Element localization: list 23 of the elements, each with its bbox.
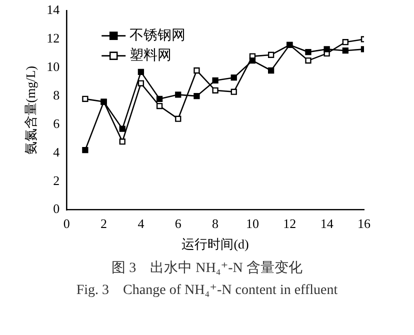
y-tick-label: 4 bbox=[53, 144, 60, 160]
x-tick-label: 0 bbox=[63, 216, 70, 232]
legend-label: 塑料网 bbox=[130, 47, 172, 64]
x-tick-label: 2 bbox=[100, 216, 108, 232]
y-tick-label: 14 bbox=[46, 2, 60, 18]
y-tick-label: 6 bbox=[53, 116, 60, 131]
x-tick-label: 14 bbox=[320, 216, 334, 232]
y-axis-title: 氨氮含量(mg/L) bbox=[23, 66, 38, 155]
x-tick-label: 8 bbox=[212, 216, 219, 232]
caption: Fig. 3 Change of NH₄⁺-N content in effluent bbox=[75, 282, 339, 299]
y-tick-label: 10 bbox=[46, 59, 60, 74]
x-tick-label: 16 bbox=[358, 216, 371, 232]
x-tick-label: 6 bbox=[174, 216, 182, 232]
caption: 图 3 出水中 NH₄⁺-N 含量变化 bbox=[110, 259, 304, 277]
x-tick-label: 12 bbox=[283, 216, 296, 232]
x-axis-title: 运行时间(d) bbox=[182, 236, 249, 252]
y-tick-label: 8 bbox=[53, 88, 60, 103]
legend-label: 不锈钢网 bbox=[130, 27, 186, 44]
x-tick-label: 10 bbox=[246, 216, 259, 232]
y-tick-label: 2 bbox=[53, 172, 60, 188]
y-tick-label: 0 bbox=[53, 201, 60, 216]
x-tick-label: 4 bbox=[138, 216, 145, 232]
y-tick-label: 12 bbox=[46, 30, 60, 46]
